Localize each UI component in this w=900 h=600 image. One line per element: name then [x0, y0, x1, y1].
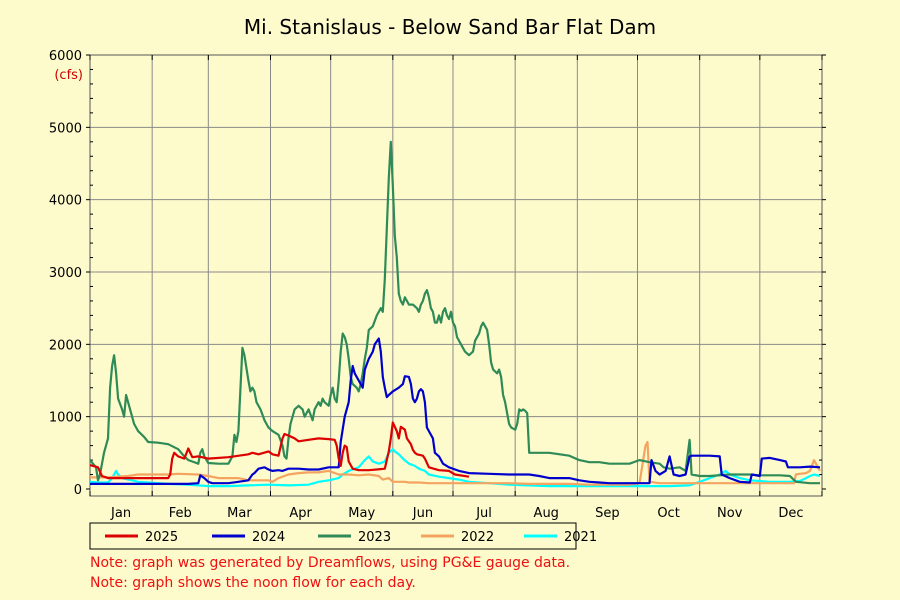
x-tick-label: May — [348, 506, 375, 521]
legend-box — [89, 522, 577, 550]
legend-label-2021: 2021 — [564, 530, 597, 545]
legend-label-2022: 2022 — [461, 530, 494, 545]
series-line-2025 — [89, 421, 470, 480]
x-tick-label: Mar — [227, 506, 252, 521]
legend-label-2023: 2023 — [358, 530, 391, 545]
y-tick-label: 4000 — [49, 194, 82, 209]
y-axis-unit-label: (cfs) — [54, 68, 83, 83]
series-lines — [89, 140, 821, 488]
x-tick-label: Oct — [657, 506, 679, 521]
plot-frame — [89, 54, 823, 497]
y-tick-label: 5000 — [49, 121, 82, 136]
x-tick-label: Feb — [169, 506, 192, 521]
x-tick-label: Dec — [778, 506, 803, 521]
x-tick-label: Sep — [595, 506, 620, 521]
x-tick-label: Aug — [534, 506, 559, 521]
y-tick-label: 6000 — [49, 49, 82, 64]
axis-ticks: Jan Feb Mar Apr May Jun Jul Aug Sep Oct Nov Dec 0 100… — [49, 49, 826, 521]
y-tick-label: 3000 — [49, 266, 82, 281]
legend-label-2025: 2025 — [145, 530, 178, 545]
y-tick-label: 1000 — [49, 411, 82, 426]
x-tick-label: Jan — [110, 506, 131, 521]
legend-label-2024: 2024 — [252, 530, 285, 545]
x-tick-label: Nov — [717, 506, 743, 521]
note-gauge-source: Note: graph was generated by Dreamflows,… — [90, 555, 570, 571]
y-tick-label: 0 — [74, 483, 82, 498]
series-line-2024 — [90, 337, 821, 485]
note-noon-flow: Note: graph shows the noon flow for each… — [90, 575, 416, 591]
grid — [90, 54, 822, 496]
x-tick-label: Apr — [289, 506, 312, 521]
chart-title: Mi. Stanislaus - Below Sand Bar Flat Dam — [244, 15, 656, 39]
x-tick-label: Jul — [475, 506, 492, 521]
series-line-2023 — [89, 140, 820, 485]
x-tick-label: Jun — [412, 506, 433, 521]
legend: 2025 2024 2023 2022 2021 — [89, 522, 597, 550]
y-tick-label: 2000 — [49, 338, 82, 353]
